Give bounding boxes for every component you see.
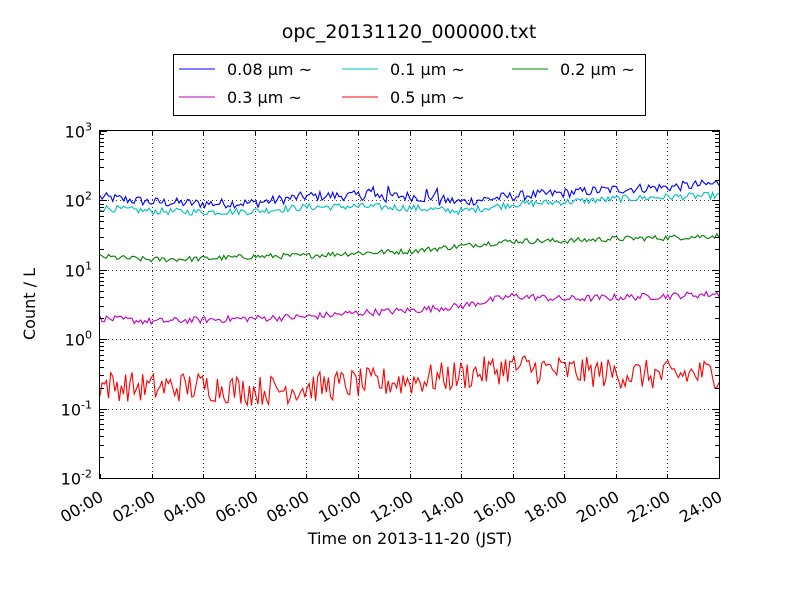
x-tick-label: 04:00 bbox=[160, 487, 209, 527]
x-tick-label: 10:00 bbox=[315, 487, 364, 527]
x-tick-label: 18:00 bbox=[521, 487, 570, 527]
x-axis-label: Time on 2013-11-20 (JST) bbox=[307, 529, 512, 548]
series-line-0.2 bbox=[99, 232, 720, 263]
y-tick-label: 103 bbox=[65, 121, 92, 142]
y-tick-label: 102 bbox=[65, 190, 92, 211]
legend: 0.08 μm ~ 0.1 μm ~ 0.2 μm ~ 0.3 μm ~ 0.5 μm … bbox=[173, 54, 646, 116]
legend-label: 0.08 μm ~ bbox=[227, 60, 312, 79]
x-tick-label: 24:00 bbox=[676, 487, 725, 527]
y-tick-label: 10-2 bbox=[61, 468, 92, 489]
grid-lines bbox=[100, 131, 719, 478]
x-tick-label: 12:00 bbox=[367, 487, 416, 527]
x-tick-label: 02:00 bbox=[109, 487, 158, 527]
series-line-0.5 bbox=[99, 355, 720, 407]
plot-area bbox=[99, 179, 720, 407]
series-line-0.3 bbox=[99, 290, 720, 326]
legend-label: 0.5 μm ~ bbox=[390, 88, 465, 107]
x-tick-label: 22:00 bbox=[624, 487, 673, 527]
y-tick-label: 10-1 bbox=[61, 399, 92, 420]
y-axis: 10-2 10-1 100 101 102 103 bbox=[61, 121, 719, 489]
x-axis: 00:00 02:00 04:00 06:00 08:00 10:00 12:00 14:00… bbox=[57, 131, 726, 527]
legend-label: 0.3 μm ~ bbox=[227, 88, 302, 107]
series-line-0.1 bbox=[99, 190, 720, 216]
x-tick-label: 00:00 bbox=[57, 487, 106, 527]
legend-label: 0.2 μm ~ bbox=[560, 60, 635, 79]
y-tick-label: 101 bbox=[65, 260, 92, 281]
x-tick-label: 16:00 bbox=[470, 487, 519, 527]
x-tick-label: 14:00 bbox=[418, 487, 467, 527]
x-tick-label: 20:00 bbox=[573, 487, 622, 527]
x-tick-label: 08:00 bbox=[263, 487, 312, 527]
chart-title: opc_20131120_000000.txt bbox=[282, 21, 537, 43]
legend-box bbox=[173, 54, 646, 116]
series-line-0.08 bbox=[99, 179, 720, 210]
y-tick-label: 100 bbox=[65, 329, 92, 350]
plot-frame bbox=[99, 130, 720, 479]
x-tick-label: 06:00 bbox=[212, 487, 261, 527]
legend-label: 0.1 μm ~ bbox=[390, 60, 465, 79]
y-axis-label: Count / L bbox=[20, 268, 39, 340]
